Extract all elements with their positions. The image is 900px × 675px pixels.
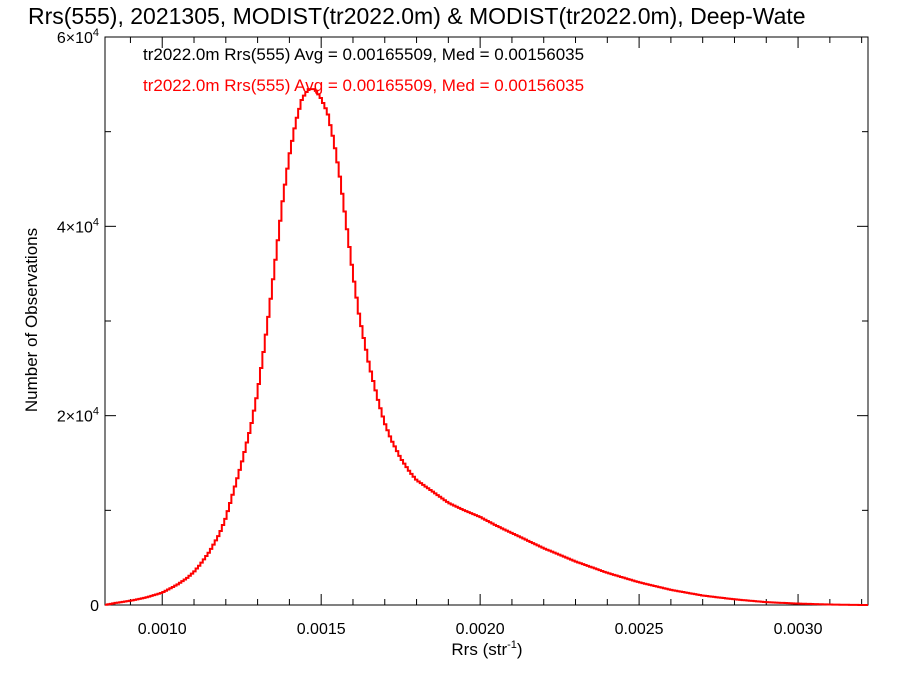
y-tick-label-exponent: 4 bbox=[93, 406, 99, 418]
x-axis-label: Rrs (str-1) bbox=[451, 639, 522, 659]
x-tick-label: 0.0025 bbox=[615, 621, 664, 638]
x-tick-label: 0.0020 bbox=[456, 621, 505, 638]
legend-entry-red: tr2022.0m Rrs(555) Avg = 0.00165509, Med… bbox=[143, 76, 584, 95]
y-tick-label-exponent: 4 bbox=[93, 27, 99, 39]
x-tick-label: 0.0010 bbox=[138, 621, 187, 638]
y-tick-label-base: 0 bbox=[90, 598, 99, 615]
x-axis-label-close: ) bbox=[517, 640, 523, 659]
y-tick-label: 2×104 bbox=[57, 406, 99, 426]
x-tick-label: 0.0015 bbox=[297, 621, 346, 638]
y-tick-label-base: 4×10 bbox=[57, 219, 93, 236]
y-axis-label: Number of Observations bbox=[22, 228, 41, 412]
x-tick-label: 0.0030 bbox=[774, 621, 823, 638]
series-group bbox=[105, 88, 868, 606]
y-tick-label: 6×104 bbox=[57, 27, 99, 47]
y-tick-label-exponent: 4 bbox=[93, 216, 99, 228]
y-tick-label-base: 6×10 bbox=[57, 30, 93, 47]
y-tick-label-base: 2×10 bbox=[57, 409, 93, 426]
y-tick-label: 4×104 bbox=[57, 216, 99, 236]
x-axis-label-superscript: -1 bbox=[507, 639, 517, 651]
histogram-series-line bbox=[105, 88, 868, 606]
axis-ticks bbox=[105, 36, 868, 606]
tick-labels: 0.0010 0.0015 0.0020 0.0025 0.003002×1044×10… bbox=[57, 27, 823, 638]
y-tick-label: 0 bbox=[90, 598, 99, 615]
legend-entry-black: tr2022.0m Rrs(555) Avg = 0.00165509, Med… bbox=[143, 45, 584, 64]
x-axis-label-main: Rrs (str bbox=[451, 640, 507, 659]
chart-title: Rrs(555), 2021305, MODIST(tr2022.0m) & M… bbox=[28, 3, 806, 29]
